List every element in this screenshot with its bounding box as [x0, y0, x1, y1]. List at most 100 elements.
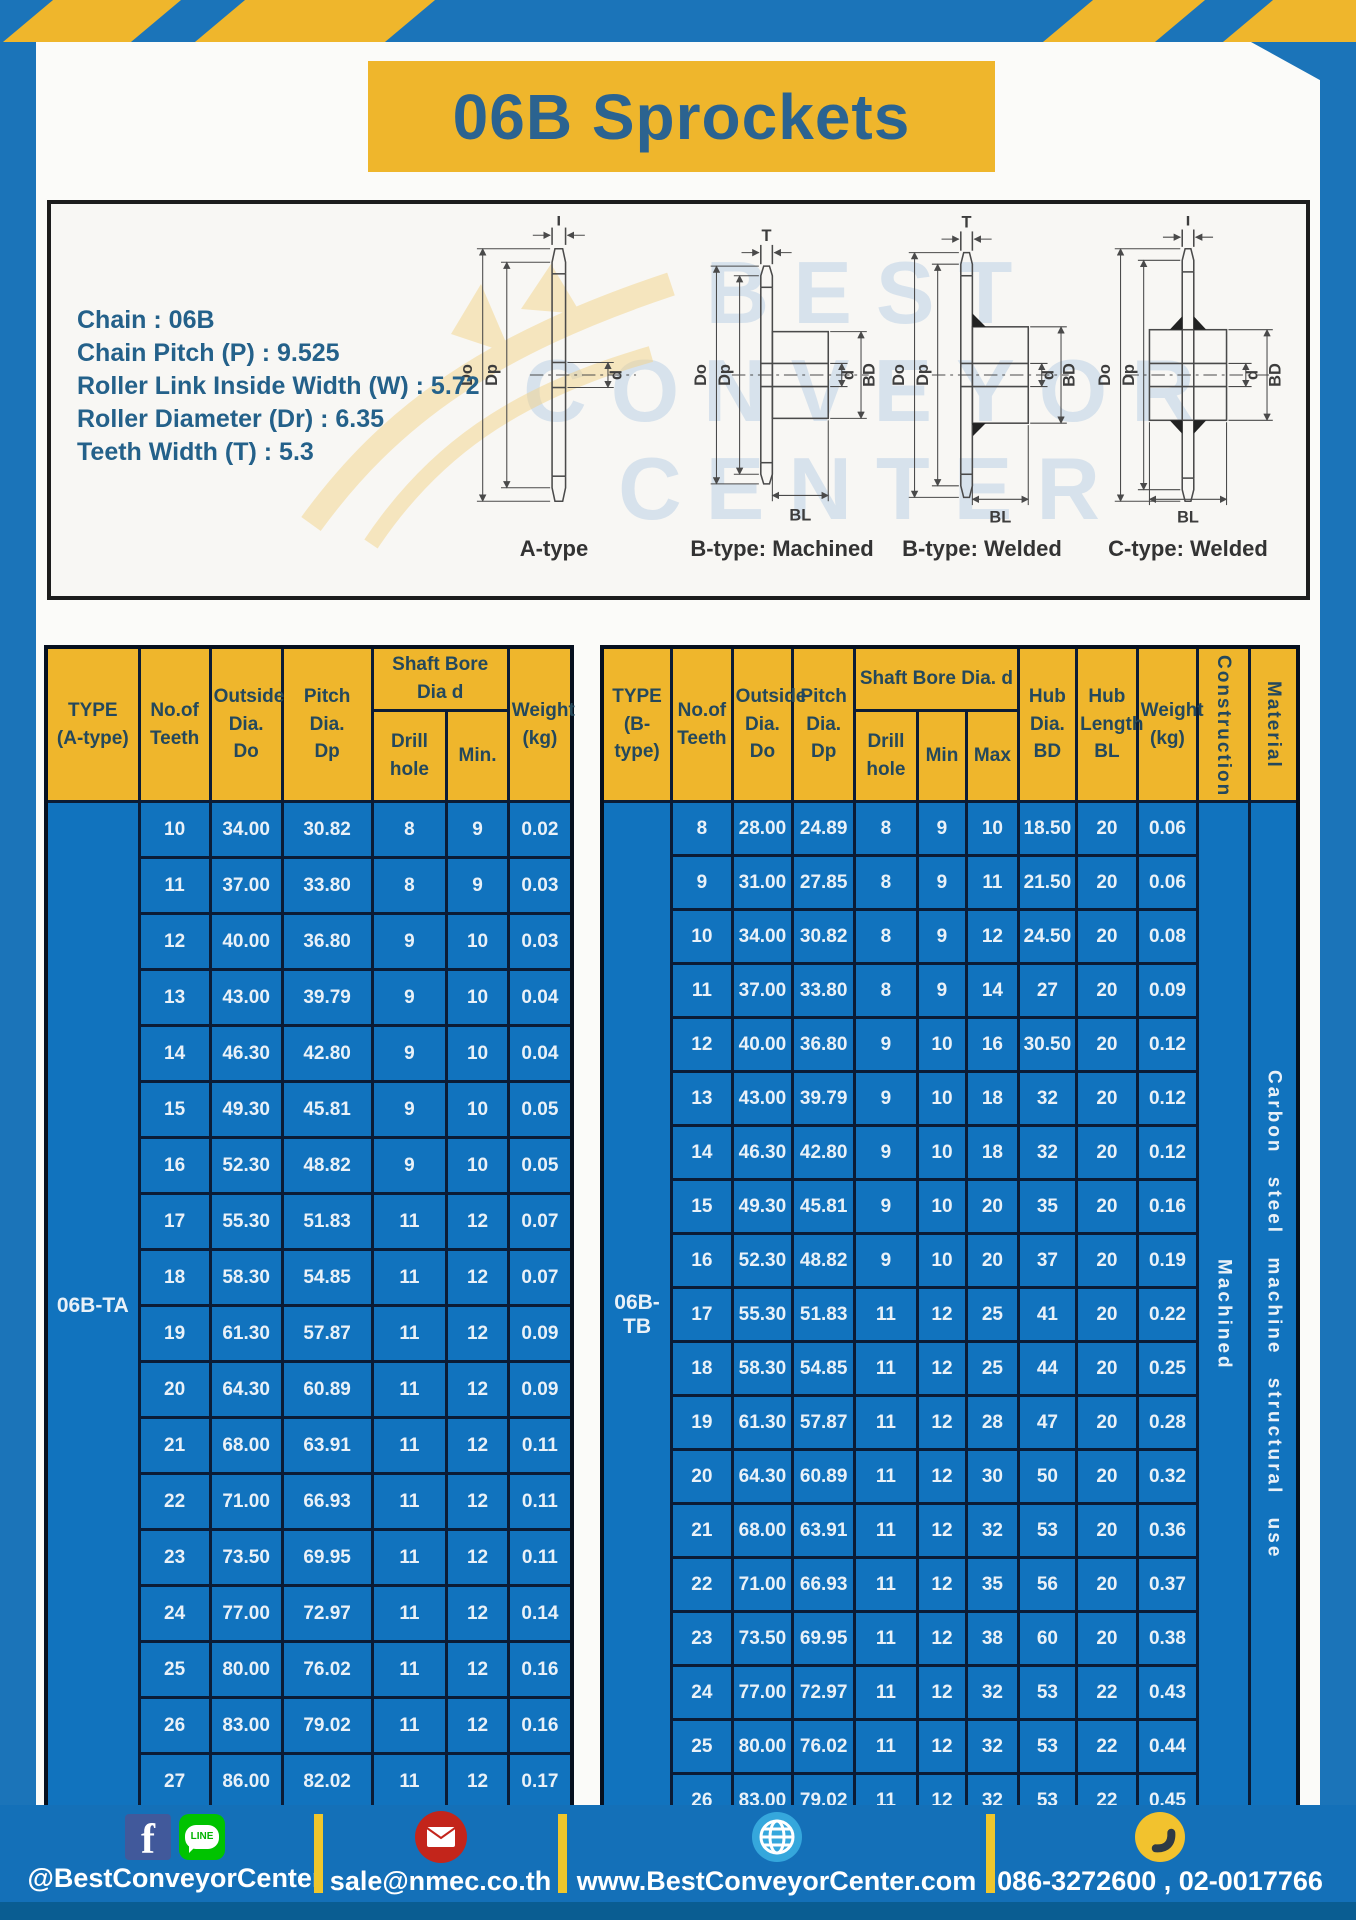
- table-row: 23 73.50 69.95 11 12 38 60 20 0.38: [602, 1610, 1298, 1667]
- data-cell: 9: [915, 800, 969, 857]
- data-cell: 58.30: [208, 1248, 284, 1307]
- svg-text:BD: BD: [1267, 363, 1285, 387]
- data-cell: 12: [445, 1528, 510, 1587]
- data-cell: 49.30: [730, 1178, 795, 1235]
- table-row: 25 80.00 76.02 11 12 32 53 22 0.44: [602, 1718, 1298, 1775]
- table-row: 17 55.30 51.83 11 12 0.07: [46, 1192, 574, 1251]
- data-cell: 76.02: [791, 1718, 857, 1775]
- data-cell: 8: [853, 854, 919, 911]
- data-cell: 50: [1016, 1448, 1079, 1505]
- data-cell: 24: [137, 1584, 212, 1643]
- data-cell: 10: [445, 968, 510, 1027]
- data-cell: 57.87: [280, 1304, 374, 1363]
- data-cell: 44: [1016, 1340, 1079, 1397]
- data-cell: 34.00: [208, 800, 284, 859]
- table-row: 25 80.00 76.02 11 12 0.16: [46, 1640, 574, 1699]
- data-cell: 76.02: [280, 1640, 374, 1699]
- data-cell: 32: [1016, 1070, 1079, 1127]
- data-cell: 37.00: [208, 856, 284, 915]
- data-cell: 0.12: [1135, 1070, 1200, 1127]
- table-row: 12 40.00 36.80 9 10 16 30.50 20 0.12: [602, 1016, 1298, 1073]
- construction-cell: Machined: [1196, 800, 1251, 1830]
- data-cell: 77.00: [730, 1664, 795, 1721]
- data-cell: 45.81: [280, 1080, 374, 1139]
- data-cell: 20: [965, 1178, 1020, 1235]
- data-cell: 20: [1075, 1070, 1139, 1127]
- data-cell: 0.12: [1135, 1016, 1200, 1073]
- data-cell: 20: [1075, 1232, 1139, 1289]
- col-header-weight: Weight (kg): [1135, 645, 1204, 803]
- data-cell: 14: [965, 962, 1020, 1019]
- data-cell: 49.30: [208, 1080, 284, 1139]
- data-cell: 54.85: [280, 1248, 374, 1307]
- data-cell: 30.50: [1016, 1016, 1079, 1073]
- table-a: TYPE (A-type) No.of Teeth Outside Dia. D…: [44, 645, 575, 1812]
- data-cell: 11: [853, 1610, 919, 1667]
- email-address: sale@nmec.co.th: [329, 1865, 552, 1896]
- data-cell: 32: [965, 1664, 1020, 1721]
- col-header-type: TYPE (B-type): [600, 645, 674, 803]
- col-header-outside-dia: Outside Dia. Do: [730, 645, 806, 803]
- footer-website-section: www.BestConveyorCenter.com: [567, 1805, 986, 1902]
- data-cell: 37: [1016, 1232, 1079, 1289]
- table-row: 20 64.30 60.89 11 12 0.09: [46, 1360, 574, 1419]
- data-cell: 12: [445, 1192, 510, 1251]
- table-row: 17 55.30 51.83 11 12 25 41 20 0.22: [602, 1286, 1298, 1343]
- data-cell: 0.08: [1135, 908, 1200, 965]
- svg-text:d: d: [1243, 370, 1261, 380]
- data-cell: 11: [370, 1360, 449, 1419]
- data-cell: 39.79: [791, 1070, 857, 1127]
- data-cell: 8: [853, 962, 919, 1019]
- data-cell: 27: [1016, 962, 1079, 1019]
- svg-text:BL: BL: [989, 508, 1011, 526]
- data-cell: 12: [445, 1584, 510, 1643]
- data-cell: 0.28: [1135, 1394, 1200, 1451]
- footer-social-section: f LINE @BestConveyorCenter: [28, 1805, 322, 1902]
- top-decorative-band: [0, 0, 1356, 42]
- social-handle: @BestConveyorCenter: [27, 1862, 323, 1893]
- data-cell: 8: [370, 800, 449, 859]
- spec-roller-link-width: Roller Link Inside Width (W) : 5.72: [77, 372, 480, 400]
- svg-text:Dp: Dp: [716, 364, 734, 386]
- data-cell: 20: [1075, 1124, 1139, 1181]
- data-cell: 0.36: [1135, 1502, 1200, 1559]
- data-cell: 45.81: [791, 1178, 857, 1235]
- data-cell: 71.00: [208, 1472, 284, 1531]
- data-cell: 86.00: [208, 1752, 284, 1812]
- data-cell: 68.00: [208, 1416, 284, 1475]
- table-row: 06B-TB 8 28.00 24.89 8 9 10 18.50 20 0.06 Machined…: [600, 800, 1300, 1830]
- data-cell: 9: [853, 1232, 919, 1289]
- data-cell: 58.30: [730, 1340, 795, 1397]
- data-cell: 61.30: [208, 1304, 284, 1363]
- data-cell: 21: [137, 1416, 212, 1475]
- svg-text:Dp: Dp: [1120, 364, 1138, 386]
- data-cell: 0.32: [1135, 1448, 1200, 1505]
- phone-icon: [1134, 1811, 1186, 1863]
- col-header-min: Min.: [445, 709, 510, 803]
- svg-text:Dp: Dp: [914, 364, 932, 386]
- data-cell: 46.30: [730, 1124, 795, 1181]
- data-cell: 11: [853, 1286, 919, 1343]
- data-cell: 10: [445, 912, 510, 971]
- data-cell: 22: [1075, 1718, 1139, 1775]
- data-cell: 10: [915, 1070, 969, 1127]
- data-cell: 12: [445, 1696, 510, 1755]
- col-header-pitch-dia: Pitch Dia. Dp: [280, 645, 374, 803]
- table-row: 19 61.30 57.87 11 12 0.09: [46, 1304, 574, 1363]
- data-cell: 69.95: [791, 1610, 857, 1667]
- data-cell: 43.00: [730, 1070, 795, 1127]
- data-cell: 24.89: [791, 800, 857, 857]
- data-cell: 12: [445, 1304, 510, 1363]
- svg-text:Do: Do: [458, 364, 476, 386]
- data-cell: 27.85: [791, 854, 857, 911]
- data-cell: 66.93: [280, 1472, 374, 1531]
- data-cell: 77.00: [208, 1584, 284, 1643]
- col-header-material: Material: [1247, 645, 1300, 803]
- data-cell: 0.04: [506, 1024, 574, 1083]
- data-cell: 8: [853, 908, 919, 965]
- svg-text:BL: BL: [789, 507, 811, 525]
- data-cell: 0.16: [506, 1696, 574, 1755]
- data-cell: 0.11: [506, 1472, 574, 1531]
- col-header-pitch-dia: Pitch Dia. Dp: [791, 645, 857, 803]
- data-cell: 12: [915, 1394, 969, 1451]
